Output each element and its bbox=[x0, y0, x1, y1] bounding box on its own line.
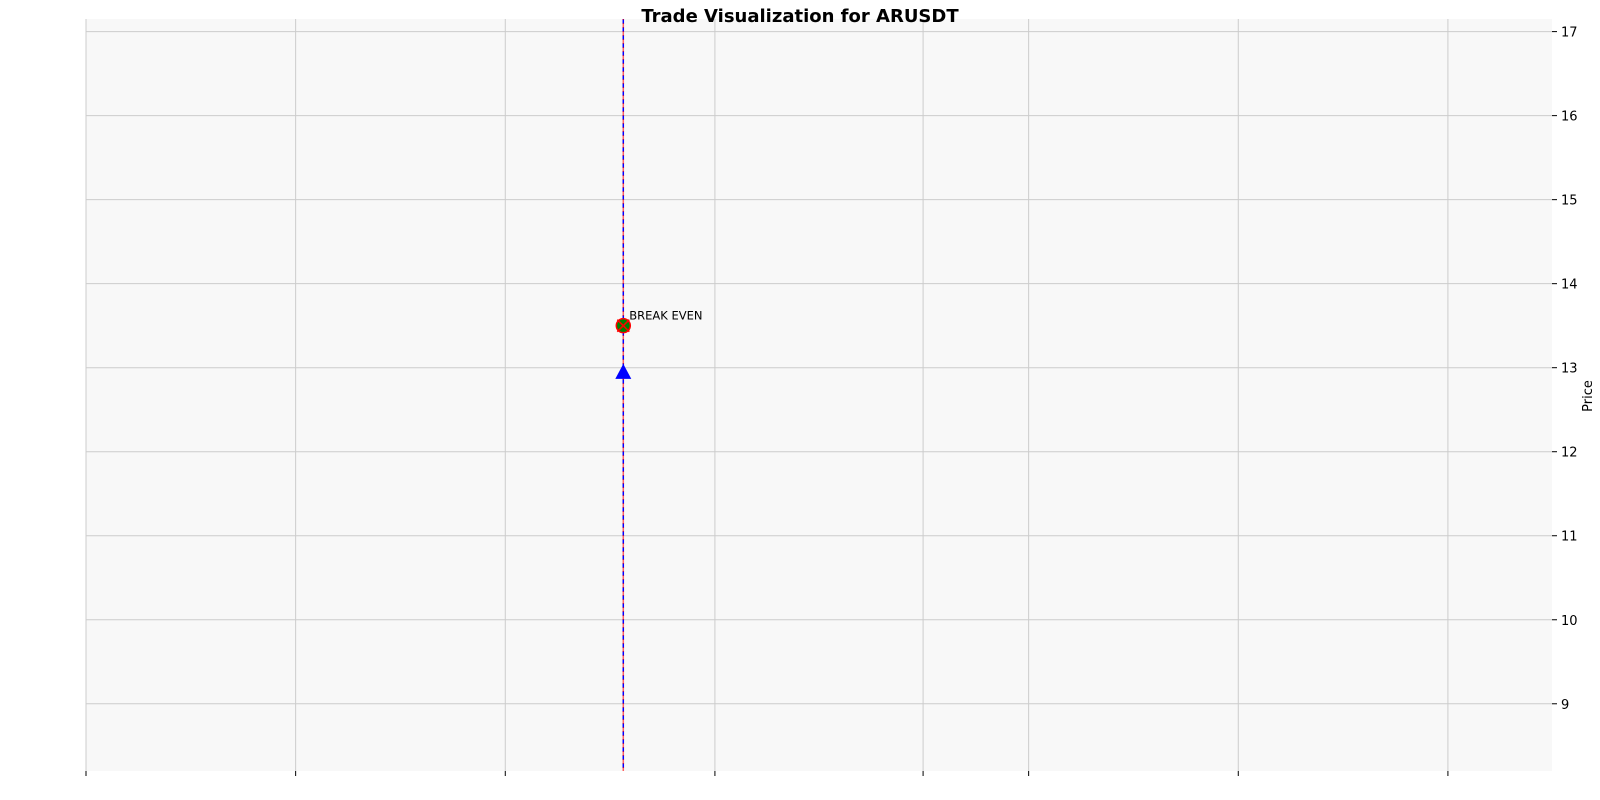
exit-marker-cross bbox=[616, 319, 630, 333]
y-tick-label: 10 bbox=[1561, 614, 1578, 629]
annotations: BREAK EVEN bbox=[629, 309, 702, 323]
y-tick-label: 15 bbox=[1561, 194, 1578, 209]
entry-marker bbox=[615, 363, 632, 379]
y-tick-label: 16 bbox=[1561, 110, 1578, 125]
y-tick-label: 11 bbox=[1561, 530, 1578, 545]
y-tick-label: 17 bbox=[1561, 26, 1578, 41]
trade-markers bbox=[615, 317, 632, 379]
y-tick-label: 14 bbox=[1561, 278, 1578, 293]
y-tick-label: 9 bbox=[1561, 698, 1569, 713]
y-tick-label: 12 bbox=[1561, 446, 1578, 461]
plot-area bbox=[86, 19, 1552, 771]
y-axis-label: Price bbox=[1581, 380, 1596, 412]
y-tick-label: 13 bbox=[1561, 362, 1578, 377]
break-even-label: BREAK EVEN bbox=[629, 309, 702, 323]
chart-title: Trade Visualization for ARUSDT bbox=[641, 6, 959, 27]
y-gridlines bbox=[86, 31, 1552, 705]
y-axis-ticks: 9 10 11 12 13 14 15 16 17 bbox=[1552, 26, 1578, 713]
x-gridlines bbox=[85, 19, 1449, 771]
x-axis-ticks bbox=[85, 771, 1449, 776]
